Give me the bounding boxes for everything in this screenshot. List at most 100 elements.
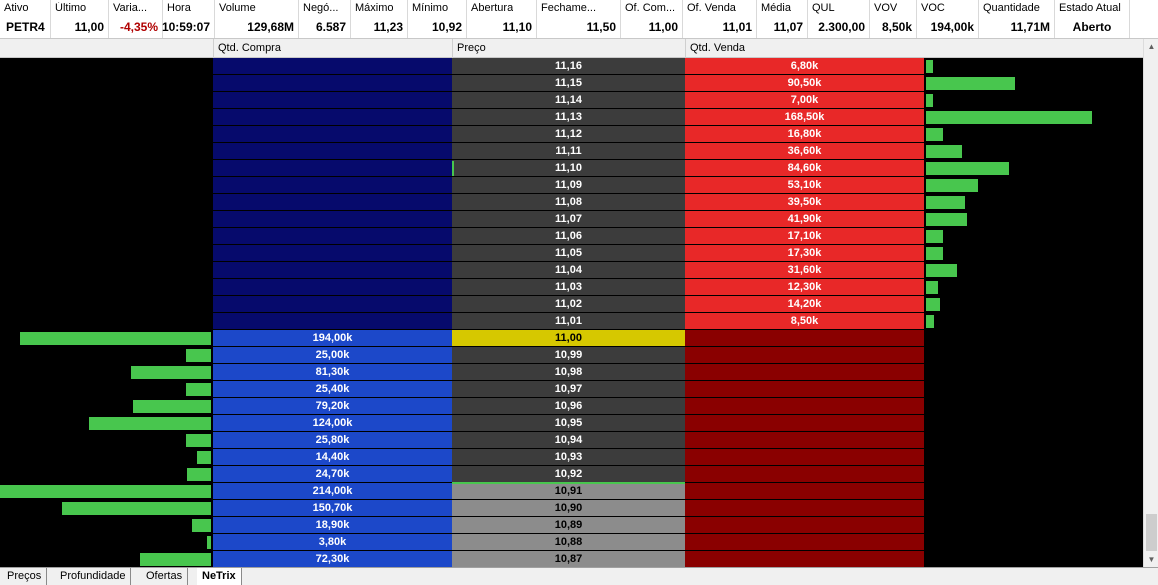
bid-qty-cell[interactable]: 72,30k (213, 551, 452, 567)
ask-price-cell[interactable]: 11,10 (452, 160, 685, 177)
last-price-cell[interactable]: 11,00 (452, 330, 685, 347)
bid-qty-cell[interactable]: 81,30k (213, 364, 452, 381)
empty-buy-cell[interactable] (213, 262, 452, 279)
ask-qty-cell[interactable]: 17,10k (685, 228, 924, 245)
tab-preos[interactable]: Preços (2, 568, 48, 585)
bid-price-cell[interactable]: 10,91 (452, 483, 685, 500)
bid-price-cell[interactable]: 10,98 (452, 364, 685, 381)
empty-sell-cell[interactable] (685, 483, 924, 500)
ask-price-cell[interactable]: 11,16 (452, 58, 685, 75)
empty-buy-cell[interactable] (213, 58, 452, 75)
bid-price-cell[interactable]: 10,87 (452, 551, 685, 567)
price-header[interactable]: Preço (452, 39, 685, 58)
empty-buy-cell[interactable] (213, 75, 452, 92)
ask-qty-cell[interactable]: 41,90k (685, 211, 924, 228)
bid-qty-cell[interactable]: 24,70k (213, 466, 452, 483)
ask-qty-cell[interactable]: 90,50k (685, 75, 924, 92)
empty-buy-cell[interactable] (213, 177, 452, 194)
empty-buy-cell[interactable] (213, 126, 452, 143)
ask-qty-cell[interactable]: 12,30k (685, 279, 924, 296)
tab-netrix[interactable]: NeTrix (197, 568, 242, 585)
ask-price-cell[interactable]: 11,12 (452, 126, 685, 143)
price-ladder[interactable]: 11,16 6,80k 11,15 90,50k 11,14 7,00k 11,13 168,… (0, 58, 1143, 567)
bid-qty-cell[interactable]: 25,00k (213, 347, 452, 364)
empty-buy-cell[interactable] (213, 228, 452, 245)
tab-profundidade[interactable]: Profundidade (55, 568, 132, 585)
bid-qty-cell[interactable]: 194,00k (213, 330, 452, 347)
ask-qty-cell[interactable]: 8,50k (685, 313, 924, 330)
scroll-up-icon[interactable]: ▲ (1147, 42, 1156, 51)
empty-sell-cell[interactable] (685, 551, 924, 567)
empty-buy-cell[interactable] (213, 143, 452, 160)
empty-sell-cell[interactable] (685, 466, 924, 483)
empty-sell-cell[interactable] (685, 449, 924, 466)
ask-price-cell[interactable]: 11,08 (452, 194, 685, 211)
ask-qty-cell[interactable]: 14,20k (685, 296, 924, 313)
ask-price-cell[interactable]: 11,03 (452, 279, 685, 296)
bid-qty-cell[interactable]: 150,70k (213, 500, 452, 517)
empty-sell-cell[interactable] (685, 364, 924, 381)
empty-buy-cell[interactable] (213, 160, 452, 177)
ask-qty-cell[interactable]: 168,50k (685, 109, 924, 126)
bid-qty-cell[interactable]: 25,80k (213, 432, 452, 449)
scrollbar-thumb[interactable] (1146, 514, 1157, 551)
ask-price-cell[interactable]: 11,01 (452, 313, 685, 330)
empty-buy-cell[interactable] (213, 245, 452, 262)
empty-sell-cell[interactable] (685, 500, 924, 517)
bid-price-cell[interactable]: 10,92 (452, 466, 685, 483)
bid-price-cell[interactable]: 10,97 (452, 381, 685, 398)
sell-qty-header[interactable]: Qtd. Venda (685, 39, 924, 58)
ask-qty-cell[interactable]: 84,60k (685, 160, 924, 177)
ask-qty-cell[interactable]: 17,30k (685, 245, 924, 262)
ask-price-cell[interactable]: 11,11 (452, 143, 685, 160)
ask-qty-cell[interactable]: 36,60k (685, 143, 924, 160)
ask-price-cell[interactable]: 11,09 (452, 177, 685, 194)
empty-buy-cell[interactable] (213, 92, 452, 109)
bid-price-cell[interactable]: 10,94 (452, 432, 685, 449)
ask-qty-cell[interactable]: 31,60k (685, 262, 924, 279)
bid-price-cell[interactable]: 10,88 (452, 534, 685, 551)
buy-qty-header[interactable]: Qtd. Compra (213, 39, 452, 58)
ask-price-cell[interactable]: 11,14 (452, 92, 685, 109)
empty-sell-cell[interactable] (685, 347, 924, 364)
ask-price-cell[interactable]: 11,04 (452, 262, 685, 279)
bid-qty-cell[interactable]: 79,20k (213, 398, 452, 415)
tab-ofertas[interactable]: Ofertas (141, 568, 189, 585)
ask-qty-cell[interactable]: 53,10k (685, 177, 924, 194)
bid-price-cell[interactable]: 10,99 (452, 347, 685, 364)
ask-price-cell[interactable]: 11,13 (452, 109, 685, 126)
vertical-scrollbar[interactable]: ▲ ▼ (1143, 39, 1158, 567)
bid-price-cell[interactable]: 10,89 (452, 517, 685, 534)
bid-qty-cell[interactable]: 124,00k (213, 415, 452, 432)
empty-sell-cell[interactable] (685, 381, 924, 398)
ask-price-cell[interactable]: 11,15 (452, 75, 685, 92)
empty-sell-cell[interactable] (685, 432, 924, 449)
empty-buy-cell[interactable] (213, 279, 452, 296)
scroll-down-icon[interactable]: ▼ (1147, 555, 1156, 564)
empty-buy-cell[interactable] (213, 194, 452, 211)
ask-price-cell[interactable]: 11,02 (452, 296, 685, 313)
empty-sell-cell[interactable] (685, 517, 924, 534)
bid-qty-cell[interactable]: 3,80k (213, 534, 452, 551)
empty-sell-cell[interactable] (685, 330, 924, 347)
ask-price-cell[interactable]: 11,07 (452, 211, 685, 228)
empty-sell-cell[interactable] (685, 398, 924, 415)
bid-price-cell[interactable]: 10,90 (452, 500, 685, 517)
empty-buy-cell[interactable] (213, 211, 452, 228)
ask-qty-cell[interactable]: 16,80k (685, 126, 924, 143)
empty-sell-cell[interactable] (685, 415, 924, 432)
bid-price-cell[interactable]: 10,96 (452, 398, 685, 415)
bid-qty-cell[interactable]: 25,40k (213, 381, 452, 398)
ask-qty-cell[interactable]: 7,00k (685, 92, 924, 109)
bid-qty-cell[interactable]: 214,00k (213, 483, 452, 500)
ask-price-cell[interactable]: 11,06 (452, 228, 685, 245)
empty-buy-cell[interactable] (213, 313, 452, 330)
bid-price-cell[interactable]: 10,93 (452, 449, 685, 466)
ask-qty-cell[interactable]: 6,80k (685, 58, 924, 75)
ask-qty-cell[interactable]: 39,50k (685, 194, 924, 211)
bid-qty-cell[interactable]: 18,90k (213, 517, 452, 534)
empty-buy-cell[interactable] (213, 109, 452, 126)
ask-price-cell[interactable]: 11,05 (452, 245, 685, 262)
empty-buy-cell[interactable] (213, 296, 452, 313)
empty-sell-cell[interactable] (685, 534, 924, 551)
